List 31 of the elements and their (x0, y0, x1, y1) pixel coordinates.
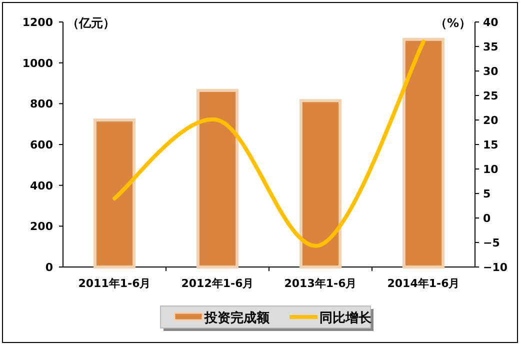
bar (299, 99, 342, 268)
x-tick-label: 2011年1-6月 (78, 277, 151, 290)
y2-tick-label: 0 (483, 212, 491, 225)
y-tick-label: 200 (30, 220, 54, 234)
y2-tick-label: 25 (483, 90, 498, 102)
y-tick-label: 600 (30, 138, 54, 152)
y-tick-label: 1200 (22, 16, 54, 29)
bar (402, 38, 445, 268)
line-series (112, 40, 426, 248)
y2-tick-label: 30 (483, 65, 499, 78)
bar (196, 88, 239, 268)
y2-tick-label: 40 (483, 16, 499, 29)
y2-tick-label: 35 (483, 40, 498, 54)
legend-label: 投资完成额 (204, 310, 270, 326)
y2-tick-label: 20 (483, 114, 499, 127)
y2-tick-label: 15 (483, 138, 498, 152)
y-tick-label: 1000 (22, 56, 54, 70)
x-tick-label: 2013年1-6月 (284, 277, 357, 290)
x-tick-label: 2012年1-6月 (181, 277, 254, 290)
y2-tick-label: −5 (483, 236, 500, 250)
y2-tick-label: 10 (483, 163, 499, 176)
legend-label: 同比增长 (320, 311, 372, 326)
y2-axis-title: （%） (434, 16, 471, 30)
y-tick-label: 400 (30, 179, 54, 192)
y-tick-label: 0 (45, 261, 54, 274)
y-axis-title: （亿元） (67, 16, 115, 30)
y-tick-label: 800 (30, 98, 54, 111)
x-tick-label: 2014年1-6月 (387, 277, 460, 290)
y2-tick-label: −10 (483, 261, 508, 274)
y2-tick-label: 5 (483, 188, 491, 200)
bar (93, 118, 136, 268)
